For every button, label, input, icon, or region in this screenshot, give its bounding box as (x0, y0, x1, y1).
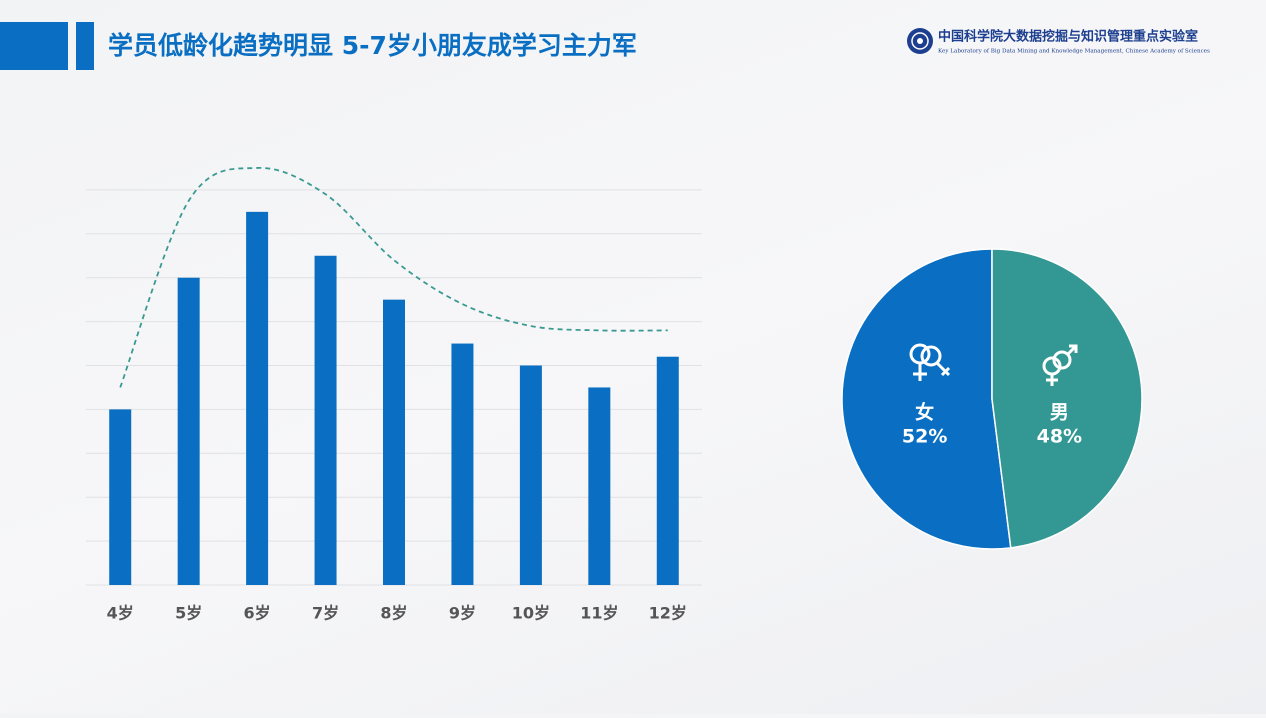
logo-dot (917, 38, 923, 44)
header-bar-small (76, 22, 94, 70)
male-icon (1042, 344, 1078, 386)
org-name: 中国科学院大数据挖掘与知识管理重点实验室 (938, 29, 1198, 45)
logo (907, 28, 933, 54)
pie-slice (841, 248, 1012, 550)
logo-ring (911, 32, 929, 50)
x-tick-label: 8岁 (380, 604, 407, 623)
x-tick-label: 5岁 (175, 604, 202, 623)
x-tick-label: 7岁 (312, 604, 339, 623)
pie-category-label: 男 (1050, 402, 1069, 424)
bar (383, 299, 405, 585)
bar (177, 277, 200, 585)
pie-slice (991, 248, 1143, 549)
pie-value-label: 48% (1037, 426, 1082, 448)
trend-line (119, 167, 668, 388)
x-tick-label: 12岁 (649, 604, 687, 623)
bar (246, 211, 269, 585)
bar (451, 343, 474, 585)
bar (656, 356, 679, 585)
female-icon (909, 343, 951, 381)
bar (588, 387, 611, 585)
header-bar (0, 22, 68, 70)
org-name-en: Key Laboratory of Big Data Mining and Kn… (938, 49, 1210, 55)
pie-value-label: 52% (902, 426, 947, 448)
bar (519, 365, 542, 585)
pie-category-label: 女 (915, 401, 934, 424)
x-tick-label: 4岁 (107, 604, 134, 623)
x-tick-label: 9岁 (449, 604, 476, 623)
x-tick-label: 6岁 (244, 604, 271, 623)
x-tick-label: 11岁 (580, 604, 618, 623)
bar (109, 409, 132, 585)
bar (314, 255, 337, 585)
slide-title: 学员低龄化趋势明显 5-7岁小朋友成学习主力军 (108, 31, 637, 60)
x-tick-label: 10岁 (512, 604, 550, 623)
